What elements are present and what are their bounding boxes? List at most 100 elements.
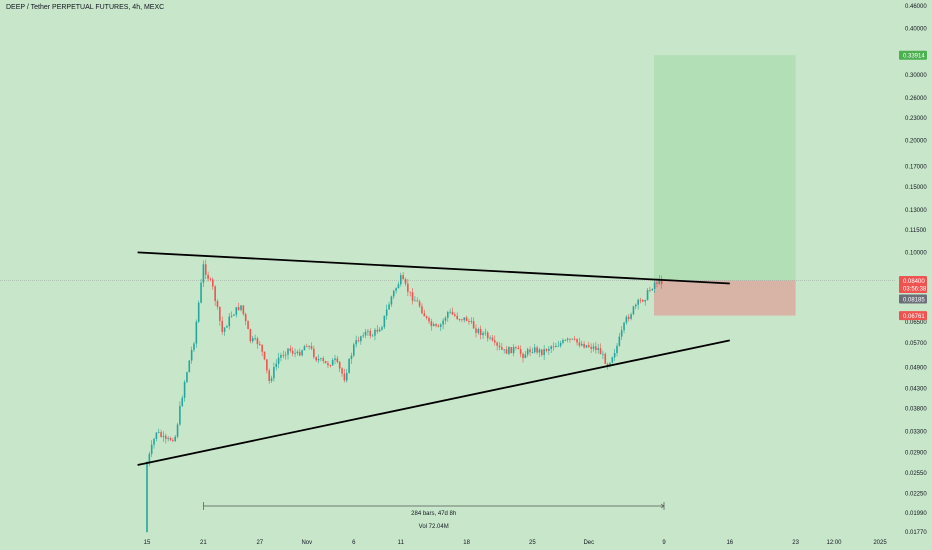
candle-body: [287, 348, 289, 355]
candle-body: [348, 359, 350, 373]
y-tick-label: 0.02900: [905, 450, 927, 456]
price-tag-label: 0.08185: [903, 298, 925, 304]
candle-body: [336, 358, 339, 362]
candle-body: [157, 432, 160, 433]
candle-body: [261, 344, 263, 352]
price-tag-label: 0.06761: [903, 314, 925, 320]
candle-body: [280, 355, 282, 358]
candle-body: [228, 316, 231, 327]
y-tick-label: 0.10000: [905, 250, 927, 256]
candle-body: [169, 438, 172, 441]
candle-body: [186, 372, 188, 383]
candle-body: [585, 345, 588, 348]
candle-body: [402, 275, 404, 280]
candle-body: [632, 306, 635, 315]
candle-body: [357, 340, 360, 342]
candle-body: [162, 435, 165, 437]
candle-body: [411, 292, 414, 301]
measure-volume-label: Vol 72.04M: [419, 524, 449, 530]
candle-body: [148, 453, 151, 464]
candle-body: [606, 363, 609, 367]
stop-zone: [654, 280, 796, 316]
candle-body: [543, 349, 545, 356]
candle-body: [397, 284, 400, 289]
candle-body: [454, 314, 456, 316]
candle-body: [564, 339, 567, 341]
candle-body: [541, 349, 543, 356]
chart-title: DEEP / Tether PERPETUAL FUTURES, 4h, MEX…: [6, 4, 165, 11]
candle-body: [444, 317, 447, 321]
candle-body: [371, 335, 374, 337]
candle-body: [486, 332, 489, 339]
candle-body: [642, 300, 644, 302]
y-tick-label: 0.04900: [905, 366, 927, 372]
x-tick-label: 2025: [873, 540, 887, 546]
candle-body: [256, 338, 259, 345]
candle-body: [221, 320, 223, 332]
candle-body: [597, 348, 599, 350]
candle-body: [263, 351, 266, 360]
candle-body: [313, 348, 315, 358]
target-zone: [654, 55, 796, 281]
price-axis: 0.46000 0.40000 0.30000 0.26000 0.23000 0.200…: [905, 4, 927, 536]
candle-body: [618, 336, 621, 346]
x-tick-label: 11: [398, 540, 405, 546]
candle-body: [167, 438, 169, 439]
candle-body: [580, 343, 583, 346]
candle-body: [508, 347, 510, 354]
candle-body: [557, 345, 560, 347]
candle-body: [275, 363, 278, 368]
candle-body: [651, 288, 654, 291]
candle-body: [562, 340, 564, 343]
candle-body: [548, 348, 550, 351]
candle-body: [376, 329, 379, 332]
candle-body: [498, 345, 501, 348]
candle-body: [526, 349, 529, 355]
candle-body: [517, 347, 520, 350]
candle-body: [418, 301, 421, 307]
candle-body: [578, 342, 581, 346]
candle-body: [430, 321, 433, 326]
candle-body: [289, 348, 292, 351]
y-tick-label: 0.15000: [905, 185, 927, 191]
candle-body: [334, 358, 336, 360]
candle-body: [470, 321, 473, 322]
candle-body: [658, 278, 661, 284]
y-tick-label: 0.13000: [905, 208, 927, 214]
candle-body: [653, 282, 656, 289]
candle-body: [190, 349, 193, 361]
candle-body: [176, 424, 179, 437]
candle-body: [494, 340, 496, 343]
candle-body: [545, 349, 548, 351]
y-tick-label: 0.02250: [905, 491, 927, 497]
candle-body: [329, 365, 332, 367]
candle-body: [306, 346, 308, 348]
candle-body: [165, 435, 167, 439]
candle-body: [522, 353, 524, 359]
price-tag-label: 0.08400: [903, 279, 925, 285]
y-tick-label: 0.02550: [905, 471, 927, 477]
candle-body: [355, 340, 357, 345]
candle-body: [350, 355, 353, 360]
x-tick-label: 18: [463, 540, 470, 546]
y-tick-label: 0.20000: [905, 138, 927, 144]
candle-body: [320, 358, 322, 360]
candle-body: [423, 313, 426, 317]
candle-body: [559, 342, 562, 346]
x-tick-label: 6: [352, 540, 356, 546]
price-tag-countdown: 03:56:38: [903, 287, 927, 293]
candle-body: [259, 344, 261, 345]
candle-body: [428, 317, 430, 322]
candle-body: [524, 354, 527, 359]
trendlines-group: [137, 251, 730, 466]
candle-body: [660, 278, 663, 285]
x-tick-label: 21: [200, 540, 207, 546]
candle-body: [188, 360, 191, 373]
candle-body: [519, 349, 522, 354]
y-tick-label: 0.05700: [905, 341, 927, 347]
x-tick-label: 12:00: [826, 540, 842, 546]
candle-body: [308, 346, 310, 347]
candle-body: [576, 338, 578, 343]
